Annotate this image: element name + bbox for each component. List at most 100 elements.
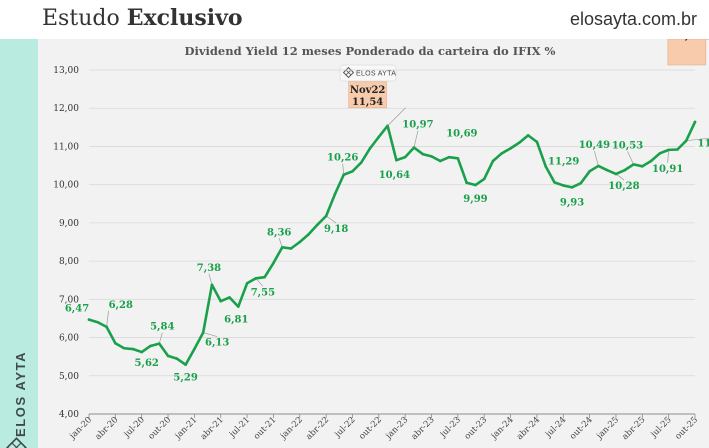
leader-line xyxy=(667,149,670,163)
data-point xyxy=(561,184,565,187)
data-point xyxy=(254,277,258,280)
data-point xyxy=(570,186,574,189)
leader-line xyxy=(627,151,634,165)
side-logo-text: ELOS AYTA xyxy=(13,351,28,437)
leader-line xyxy=(278,238,283,248)
site-url[interactable]: elosayta.com.br xyxy=(569,9,697,29)
data-label-mar-20: 6,28 xyxy=(109,300,133,311)
data-point xyxy=(377,135,381,139)
header-title: Estudo Exclusivo xyxy=(42,5,243,31)
x-tick-label: jul-23 xyxy=(438,415,463,440)
data-point xyxy=(509,147,512,150)
y-tick-label: 4,00 xyxy=(59,410,79,420)
data-label-set-20: 5,84 xyxy=(150,322,174,333)
data-label-ago-21: 7,55 xyxy=(251,287,275,298)
data-point xyxy=(544,165,547,168)
data-point xyxy=(579,181,583,185)
data-point xyxy=(193,347,196,351)
data-point xyxy=(228,296,231,299)
data-label-dez-20: 5,29 xyxy=(173,373,197,384)
x-tick-label: abr-22 xyxy=(304,415,331,442)
data-point xyxy=(553,181,556,184)
y-tick-label: 10,00 xyxy=(53,181,79,191)
callout-box xyxy=(348,81,387,109)
y-tick-label: 12,00 xyxy=(53,104,79,114)
data-point xyxy=(237,305,240,308)
data-label-abr-22: 9,18 xyxy=(324,224,348,235)
data-point xyxy=(658,152,662,155)
data-point xyxy=(359,161,363,164)
x-tick-label: out-22 xyxy=(357,415,384,442)
x-tick-label: jul-24 xyxy=(543,415,568,440)
data-point xyxy=(175,357,179,360)
data-point xyxy=(307,233,310,236)
data-point xyxy=(289,247,293,250)
x-tick-label: jan-23 xyxy=(384,415,411,442)
y-tick-label: 9,00 xyxy=(59,219,79,229)
data-label-jan-20: 6,47 xyxy=(65,304,89,315)
x-tick-label: out-23 xyxy=(463,415,490,442)
data-labels: 6,47 6,28 5,62 5,84 5,29 6,13 7,38 6,81 7,55 8,36… xyxy=(65,120,709,384)
data-point xyxy=(351,169,354,173)
data-point xyxy=(122,346,126,350)
data-point xyxy=(96,320,100,324)
data-label-mai-24: 11,29 xyxy=(548,156,579,167)
elos-ayta-side-logo: ELOS AYTA xyxy=(6,351,28,448)
callout-box xyxy=(667,39,707,66)
data-label-mar-25: 10,53 xyxy=(612,140,643,151)
y-axis: 4,00 5,00 6,00 7,00 8,00 9,00 10,00 11,00 12,00 1… xyxy=(53,66,79,420)
leader-line xyxy=(106,310,109,327)
data-point xyxy=(526,134,530,137)
x-tick-label: jan-22 xyxy=(278,415,305,442)
y-tick-label: 7,00 xyxy=(59,295,79,305)
data-label-dez-22: 10,64 xyxy=(379,170,410,181)
leader-line xyxy=(342,163,345,175)
chart-badge: ELOS AYTA xyxy=(339,64,397,82)
data-point xyxy=(140,350,143,354)
data-point xyxy=(184,363,187,366)
data-point xyxy=(333,192,337,196)
x-axis: jan-20 abr-20 jul-20 out-20 jan-21 abr-21 jul-… xyxy=(67,413,700,442)
data-point xyxy=(597,164,600,168)
x-tick-label: jul-25 xyxy=(649,415,674,440)
data-point xyxy=(588,169,591,173)
data-point xyxy=(641,165,644,168)
data-point xyxy=(605,168,609,172)
data-label-ago-24: 9,93 xyxy=(560,197,584,208)
data-point xyxy=(500,152,504,155)
data-point xyxy=(316,223,319,227)
data-point xyxy=(430,155,433,158)
data-point xyxy=(623,168,627,172)
x-tick-label: jul-22 xyxy=(332,415,357,440)
data-label-jun-22: 10,26 xyxy=(327,153,358,164)
header-title-regular: Estudo xyxy=(42,6,127,31)
x-tick-label: abr-25 xyxy=(620,415,647,442)
x-tick-label: abr-20 xyxy=(93,415,120,442)
badge-box xyxy=(339,64,397,82)
data-point xyxy=(114,341,117,345)
data-point xyxy=(676,148,679,151)
data-point xyxy=(632,163,635,166)
chart-panel: Dividend Yield 12 meses Ponderado da car… xyxy=(38,39,709,448)
header-title-bold: Exclusivo xyxy=(126,5,243,31)
callout-leader xyxy=(387,107,406,127)
data-point xyxy=(465,181,468,185)
x-tick-label: jan-24 xyxy=(489,415,516,442)
side-strip xyxy=(0,39,38,448)
leader-line xyxy=(594,150,599,167)
data-point xyxy=(439,159,442,163)
x-tick-label: jan-25 xyxy=(594,415,621,442)
header-bar: Estudo Exclusivo elosayta.com.br xyxy=(0,0,709,40)
y-tick-label: 6,00 xyxy=(59,334,79,344)
data-label-fev-23: 10,97 xyxy=(402,120,433,131)
data-point xyxy=(491,159,495,163)
data-point xyxy=(157,342,161,345)
data-label-fev-21: 6,13 xyxy=(205,338,229,349)
leader-line xyxy=(413,130,419,148)
leader-line xyxy=(203,332,218,337)
data-point xyxy=(482,177,486,181)
data-point xyxy=(614,172,618,176)
data-point xyxy=(245,281,249,285)
chart-canvas: Dividend Yield 12 meses Ponderado da car… xyxy=(53,39,709,442)
